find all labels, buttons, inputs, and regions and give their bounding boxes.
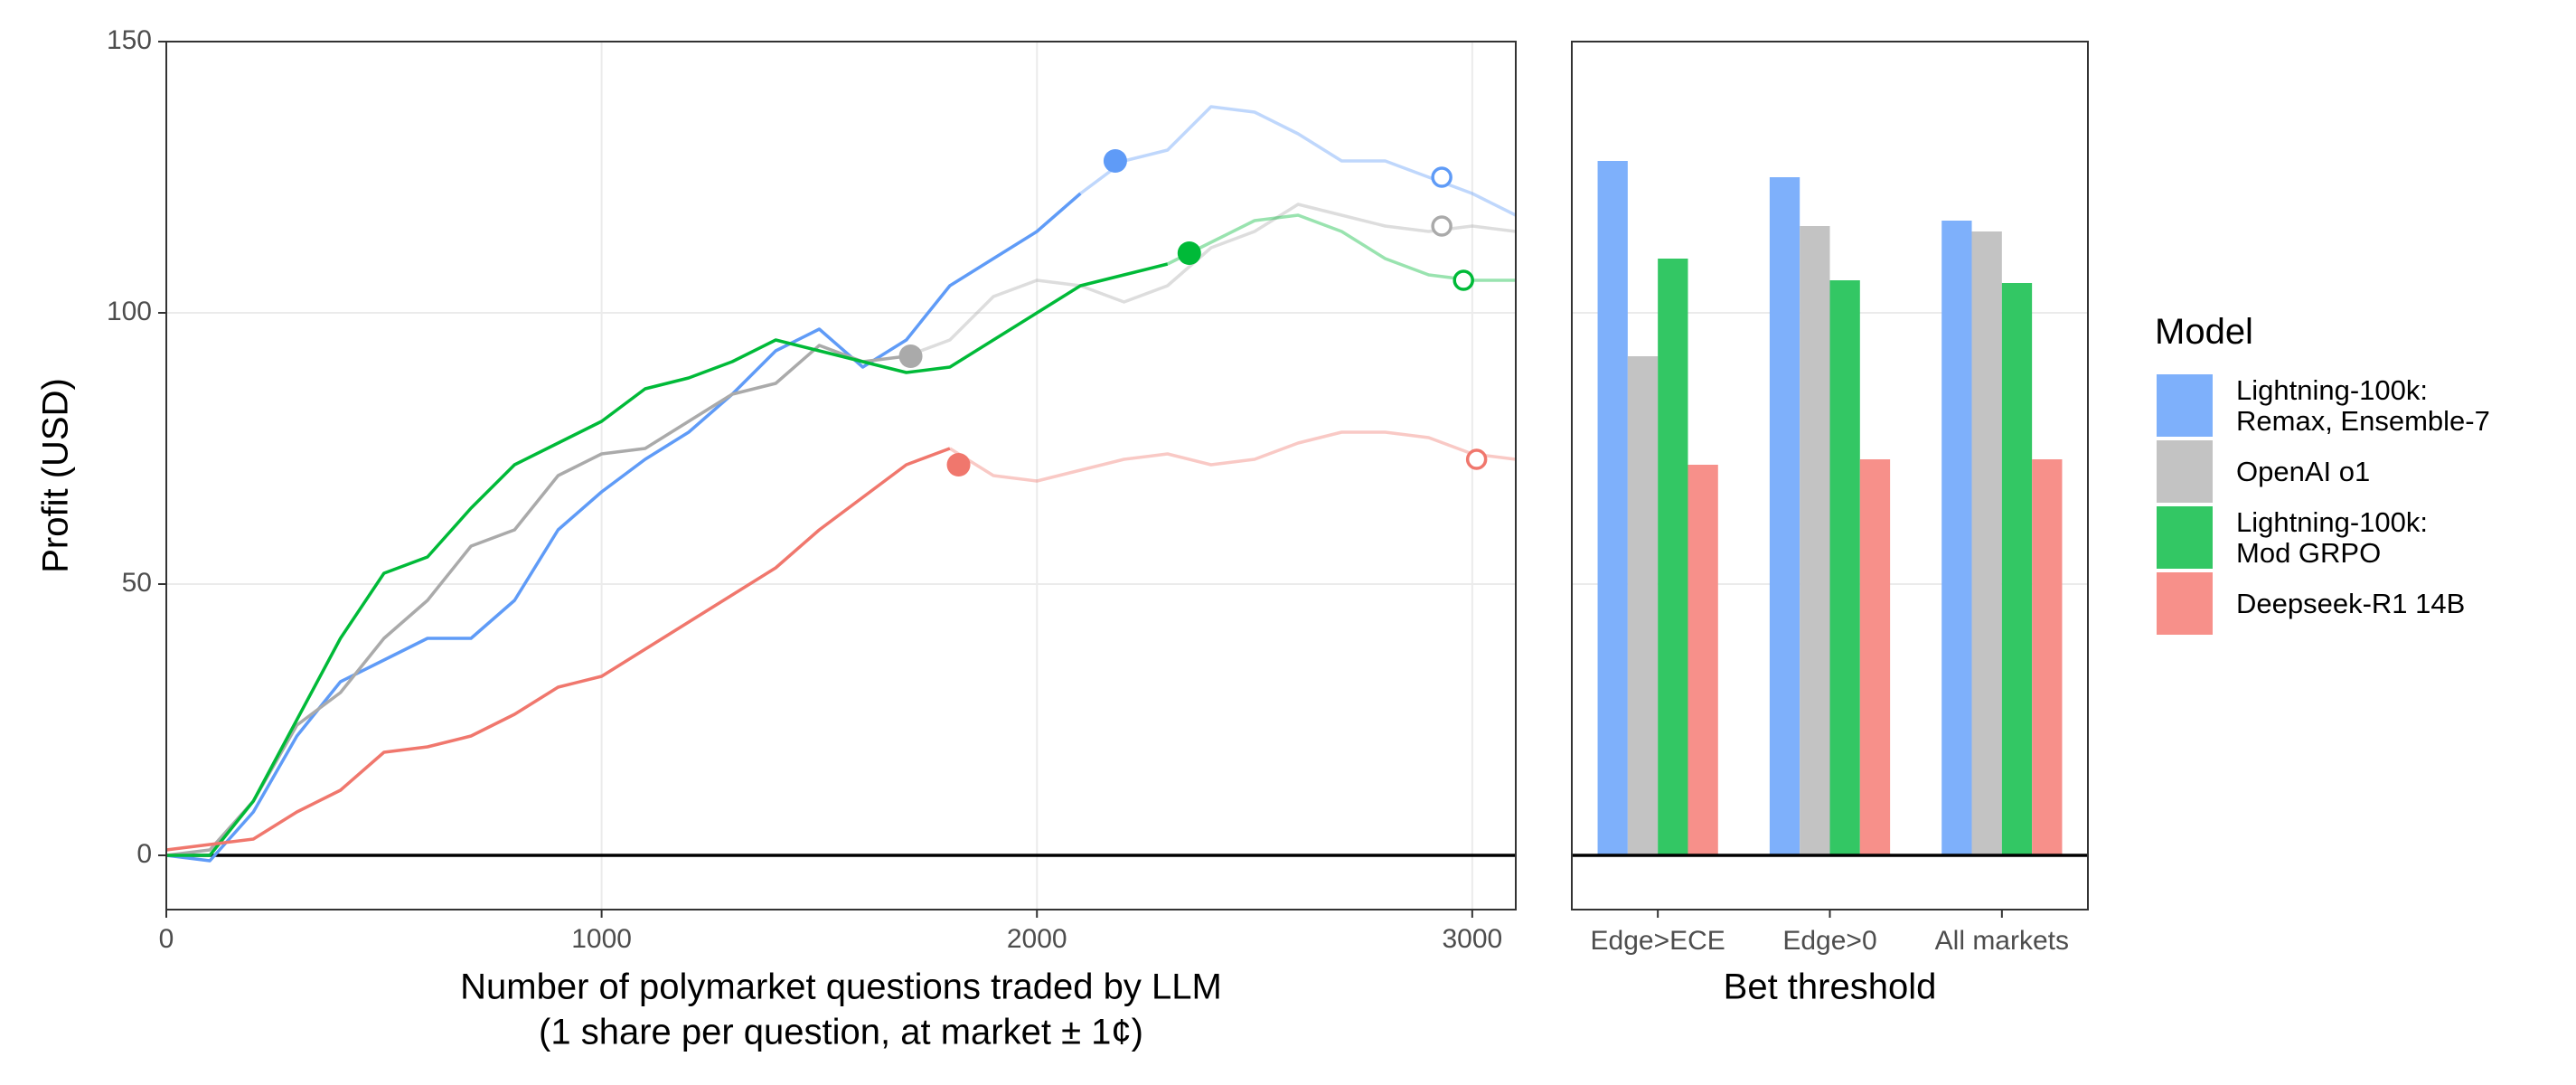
y-tick-label: 50 [122,568,152,598]
line-faded [948,430,1517,483]
plot-border [1571,41,2089,910]
x-tick-label: Edge>ECE [1591,926,1725,956]
legend-title: Model [2155,312,2253,352]
legend-key [2155,373,2214,439]
end-point [1431,215,1453,237]
legend-key [2155,505,2214,571]
y-tick-label: 0 [136,839,152,869]
legend-label: Lightning-100k: Mod GRPO [2236,505,2428,569]
x-axis-title: (1 share per question, at market ± 1¢) [539,1013,1143,1052]
x-axis-title: Bet threshold [1724,967,1937,1007]
legend-label: OpenAI o1 [2236,455,2371,487]
x-tick-label: 0 [159,924,174,954]
bar [1688,465,1718,855]
end-point [1465,448,1488,470]
bar [2001,283,2033,855]
y-axis-title: Profit (USD) [36,378,76,573]
end-point [1431,166,1453,188]
bar [1597,161,1628,855]
legend-label: Lightning-100k: Remax, Ensemble-7 [2236,373,2490,437]
point [1103,149,1127,173]
line [166,262,1169,857]
bar [2032,459,2063,855]
x-tick-label: 1000 [571,924,632,954]
bar [1658,259,1688,855]
legend-item: Lightning-100k: Remax, Ensemble-7 [2155,373,2490,439]
x-tick-label: Edge>0 [1782,926,1876,956]
line [165,344,907,857]
legend-label: Deepseek-R1 14B [2236,587,2466,619]
legend: Model Lightning-100k: Remax, Ensemble-7 Op… [2155,312,2490,637]
y-tick-label: 100 [107,297,152,326]
bar [1769,177,1800,855]
bar [1941,221,1972,855]
legend-key [2155,571,2214,637]
x-tick-label: 2000 [1007,924,1067,954]
x-tick-label: All markets [1935,926,2069,956]
line-faded [906,203,1517,358]
bar [1859,459,1891,855]
end-point [1453,269,1474,291]
y-tick-label: 150 [107,25,152,55]
plot-border [165,41,1517,910]
point [1177,241,1201,265]
bar [1800,226,1830,855]
bar [1971,231,2002,855]
bar [1627,356,1659,855]
x-tick-label: 3000 [1442,924,1502,954]
x-axis-title: Number of polymarket questions traded by… [460,967,1222,1007]
point [946,453,971,476]
line [165,447,951,852]
plot-background [166,42,1516,910]
point [898,344,923,368]
legend-item: OpenAI o1 [2155,439,2490,505]
legend-item: Deepseek-R1 14B [2155,571,2490,637]
bar [1829,280,1860,855]
legend-item: Lightning-100k: Mod GRPO [2155,505,2490,571]
legend-key [2155,439,2214,505]
